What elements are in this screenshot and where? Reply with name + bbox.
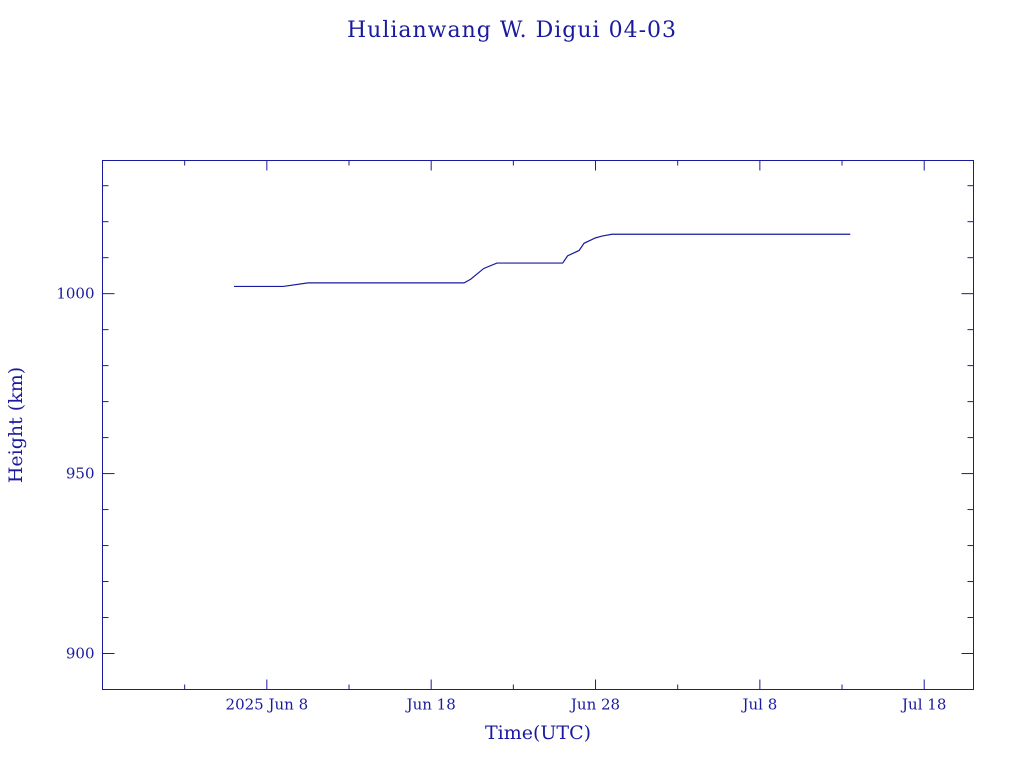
y-axis-title: Height (km) (5, 367, 27, 483)
x-tick-label: Jul 8 (740, 696, 777, 714)
series-line (233, 233, 851, 288)
y-tick-label: 900 (66, 645, 95, 663)
chart-title: Hulianwang W. Digui 04-03 (347, 18, 677, 43)
y-tick-label: 950 (66, 465, 95, 483)
x-tick-label: Jun 28 (569, 696, 620, 714)
x-axis: 2025 Jun 8 Jun 18 Jun 28 Jul 8 Jul 18 (102, 160, 946, 714)
x-tick-label: Jun 18 (405, 696, 456, 714)
y-tick-label: 1000 (56, 285, 94, 303)
x-tick-label: 2025 Jun 8 (226, 696, 309, 714)
x-axis-title: Time(UTC) (485, 722, 591, 744)
y-axis: 900 950 1000 (56, 185, 974, 690)
plot-frame (102, 160, 974, 690)
x-tick-label: Jul 18 (900, 696, 946, 714)
